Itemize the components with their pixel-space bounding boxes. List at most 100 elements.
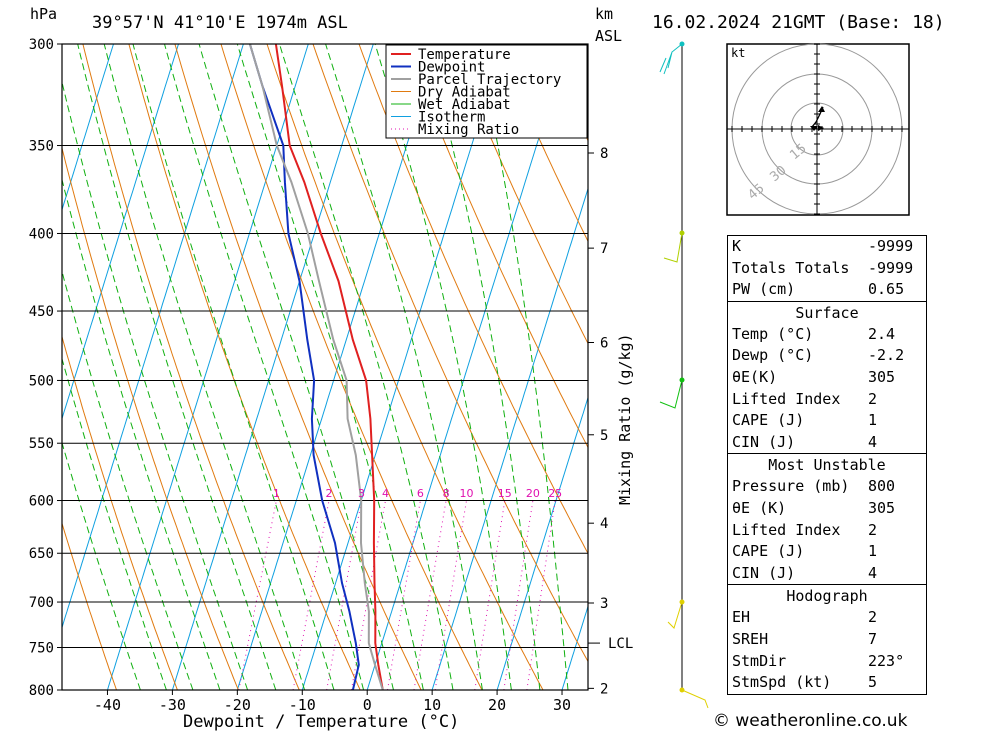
wet-adiabat-line <box>278 44 454 690</box>
plot-frame <box>61 43 589 691</box>
copyright-link[interactable]: © weatheronline.co.uk <box>713 711 908 731</box>
legend-temperature: Temperature <box>418 47 511 63</box>
eh-label: EH <box>732 608 751 627</box>
pressure-tick-label: 500 <box>29 373 54 389</box>
axes: 1 2 3 4 6 8 10 15 20 2530035040045050055060065070… <box>29 37 634 714</box>
x-tick-label: -10 <box>289 696 316 714</box>
mu-pressure-label: Pressure (mb) <box>732 477 850 496</box>
isotherm-line <box>171 44 374 690</box>
x-tick-label: 20 <box>488 696 506 714</box>
x-tick-label: 0 <box>363 696 372 714</box>
pw-label: PW (cm) <box>732 280 796 299</box>
pressure-tick-label: 650 <box>29 546 54 562</box>
wet-adiabat-line <box>476 44 569 690</box>
isotherm-line <box>236 44 439 690</box>
isotherm-line <box>366 44 569 690</box>
lcl-label: LCL <box>608 636 633 652</box>
mixing-ratio-label: 25 <box>548 487 562 500</box>
dry-adiabat-line <box>312 44 588 663</box>
datetime-title: 16.02.2024 21GMT (Base: 18) <box>652 12 945 33</box>
surface-theta-value: 305 <box>868 367 896 386</box>
mu-pressure-value: 800 <box>868 477 896 496</box>
legend-dry-adiabat: Dry Adiabat <box>418 85 511 101</box>
pressure-tick-label: 400 <box>29 226 54 242</box>
surface-theta-label: θE(K) <box>732 367 778 386</box>
surface-li-value: 2 <box>868 389 878 408</box>
stats-table: K -9999 Totals Totals -9999 PW (cm) 0.65 Su… <box>727 235 927 695</box>
surface-cin-label: CIN (J) <box>732 432 796 451</box>
asl-label: ASL <box>595 27 622 45</box>
wind-barb-500 <box>659 379 683 409</box>
pressure-tick-label: 750 <box>29 640 54 656</box>
isotherm-line <box>301 44 504 690</box>
mu-cin-value: 4 <box>868 563 878 582</box>
surface-title: Surface <box>795 303 859 322</box>
hpa-label: hPa <box>30 5 57 23</box>
dry-adiabat-line <box>358 44 588 555</box>
mixing-ratio-line <box>526 500 556 690</box>
most-unstable-section: Most Unstable Pressure (mb) 800 θE (K) 305… <box>727 454 927 586</box>
dry-adiabat-line <box>62 146 239 690</box>
hodograph-stats-section: Hodograph EH 2 SREH 7 StmDir 223° StmSpd (k… <box>727 585 927 695</box>
most-unstable-title: Most Unstable <box>768 456 886 475</box>
tt-value: -9999 <box>868 258 914 277</box>
legend-mixing-ratio: Mixing Ratio <box>418 122 519 138</box>
wet-adiabat-line <box>62 177 221 690</box>
profile-temperature <box>274 44 384 690</box>
mu-li-label: Lifted Index <box>732 520 841 539</box>
surface-dewp-label: Dewp (°C) <box>732 346 814 365</box>
surface-section: Surface Temp (°C) 2.4 Dewp (°C) -2.2 θE(K)… <box>727 301 927 455</box>
wind-profile <box>659 41 709 709</box>
surface-li-label: Lifted Index <box>732 389 841 408</box>
wind-barb-800 <box>681 689 709 709</box>
x-tick-label: -20 <box>224 696 251 714</box>
mu-cin-label: CIN (J) <box>732 563 796 582</box>
dry-adiabat-line <box>82 44 300 690</box>
dry-adiabat-line <box>220 44 483 690</box>
km-tick-label: 4 <box>600 516 608 532</box>
mixing-ratio-label: 3 <box>358 487 365 500</box>
location-title: 39°57'N 41°10'E 1974m ASL <box>92 13 348 33</box>
wet-adiabat-line <box>62 357 167 690</box>
wet-adiabat-line <box>163 44 365 690</box>
mixing-ratio-label: 1 <box>273 487 280 500</box>
legend: Temperature Dewpoint Parcel Trajectory D… <box>385 44 588 139</box>
isotherm-line <box>431 187 588 690</box>
legend-isotherm: Isotherm <box>418 110 485 126</box>
legend-wet-adiabat: Wet Adiabat <box>418 97 511 113</box>
surface-dewp-value: -2.2 <box>868 346 905 365</box>
eh-value: 2 <box>868 608 878 627</box>
surface-cape-value: 1 <box>868 411 878 430</box>
legend-dewpoint: Dewpoint <box>418 60 485 76</box>
dry-adiabat-line <box>404 44 588 449</box>
dry-adiabat-line <box>450 44 588 345</box>
wet-adiabat-line <box>62 441 141 690</box>
background-lines <box>62 44 588 690</box>
mixing-ratio-line <box>503 500 534 690</box>
isotherm-line <box>62 44 180 421</box>
dry-adiabat-line <box>266 44 544 690</box>
k-value: -9999 <box>868 237 914 255</box>
isotherm-line <box>496 395 588 690</box>
mixing-ratio-line <box>387 500 421 690</box>
km-tick-label: 5 <box>600 428 608 444</box>
stmspd-label: StmSpd (kt) <box>732 673 832 692</box>
profile-parcel-trajectory <box>248 44 384 690</box>
mu-cape-value: 1 <box>868 542 878 561</box>
wind-barb-300 <box>659 43 683 75</box>
mu-cape-label: CAPE (J) <box>732 542 805 561</box>
mixing-ratio-label: 10 <box>460 487 474 500</box>
pressure-tick-label: 550 <box>29 436 54 452</box>
hodograph: kt 15 30 45 <box>726 43 910 216</box>
mixing-ratio-label: 6 <box>417 487 424 500</box>
wet-adiabat-line <box>425 44 541 690</box>
km-tick-label: 8 <box>600 146 608 162</box>
isotherm-line <box>62 44 244 630</box>
x-tick-label: -40 <box>94 696 121 714</box>
profiles <box>248 44 384 690</box>
pressure-tick-label: 350 <box>29 139 54 155</box>
mixing-ratio-axis-label: Mixing Ratio (g/kg) <box>616 333 634 505</box>
surface-cin-value: 4 <box>868 432 878 451</box>
pressure-tick-label: 800 <box>29 683 54 699</box>
